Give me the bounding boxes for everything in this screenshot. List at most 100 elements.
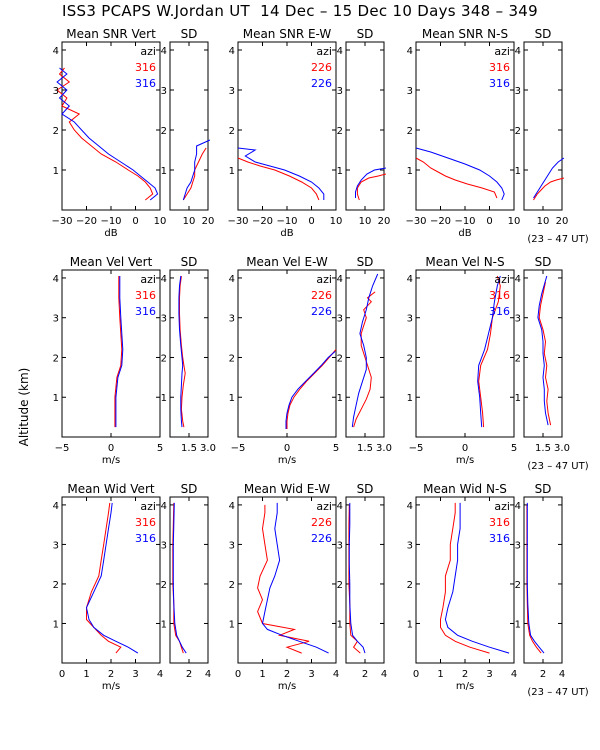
x-tick-label: 3 xyxy=(308,669,314,680)
y-tick-label: 2 xyxy=(337,580,343,591)
series-line-red xyxy=(179,275,186,428)
x-axis-label: m/s xyxy=(278,681,296,692)
legend-header: azi xyxy=(494,500,510,513)
y-tick-label: 2 xyxy=(337,353,343,364)
legend-header: azi xyxy=(316,45,332,58)
legend-entry-red: 316 xyxy=(135,289,156,302)
x-axis-label: m/s xyxy=(456,455,474,466)
x-tick-label: 1 xyxy=(259,669,265,680)
series-line-red xyxy=(182,147,207,201)
panel-3-6 xyxy=(523,496,563,664)
y-tick-label: 3 xyxy=(161,86,167,97)
panel-1-2 xyxy=(169,41,211,211)
figure-title: ISS3 PCAPS W.Jordan UT 14 Dec – 15 Dec 1… xyxy=(62,2,538,20)
panel-2-5 xyxy=(415,269,515,438)
y-tick-label: 4 xyxy=(53,46,59,57)
panel-2-1 xyxy=(61,269,161,438)
series-line-red xyxy=(257,504,310,654)
legend-header: azi xyxy=(140,273,156,286)
y-tick-label: 3 xyxy=(337,540,343,551)
x-axis-label: dB xyxy=(104,228,117,239)
series-line-red xyxy=(526,504,542,654)
y-tick-label: 4 xyxy=(53,274,59,285)
x-tick-label: 5 xyxy=(511,443,517,454)
x-tick-label: 3.0 xyxy=(554,443,570,454)
y-tick-label: 2 xyxy=(229,353,235,364)
x-tick-label: 4 xyxy=(157,669,163,680)
x-tick-label: 20 xyxy=(378,216,391,227)
x-tick-label: −20 xyxy=(76,216,97,227)
series-line-blue xyxy=(444,502,510,654)
series-line-blue xyxy=(182,139,211,201)
legend-entry-blue: 316 xyxy=(489,77,510,90)
x-axis-label: m/s xyxy=(278,455,296,466)
series-line-red xyxy=(237,157,320,201)
x-tick-label: 10 xyxy=(359,216,372,227)
x-tick-label: 0 xyxy=(235,669,241,680)
y-tick-label: 2 xyxy=(515,126,521,137)
y-tick-label: 3 xyxy=(53,314,59,325)
x-tick-label: 3.0 xyxy=(376,443,392,454)
legend-header: azi xyxy=(494,273,510,286)
y-tick-label: 1 xyxy=(515,393,521,404)
x-tick-label: 0 xyxy=(462,443,468,454)
y-tick-label: 1 xyxy=(161,619,167,630)
x-tick-label: −5 xyxy=(231,443,246,454)
x-tick-label: −5 xyxy=(55,443,70,454)
series-line-red xyxy=(286,349,337,429)
series-line-blue xyxy=(526,502,545,654)
x-tick-label: −30 xyxy=(51,216,72,227)
panel-3-1 xyxy=(61,496,161,664)
panel-1-3 xyxy=(237,41,337,211)
panel-3-2 xyxy=(169,496,209,664)
legend-entry-red: 226 xyxy=(311,516,332,529)
x-axis-label: dB xyxy=(280,228,293,239)
y-tick-label: 1 xyxy=(407,393,413,404)
legend-entry-blue: 316 xyxy=(135,77,156,90)
legend-entry-blue: 226 xyxy=(311,77,332,90)
panel-1-1 xyxy=(56,41,161,211)
series-line-blue xyxy=(533,157,565,199)
x-tick-label: 0 xyxy=(108,443,114,454)
series-line-red xyxy=(114,276,123,428)
y-tick-label: 4 xyxy=(161,46,167,57)
x-tick-label: −20 xyxy=(430,216,451,227)
legend-entry-red: 316 xyxy=(489,516,510,529)
x-tick-label: −20 xyxy=(252,216,273,227)
x-tick-label: 1.5 xyxy=(181,443,197,454)
y-tick-label: 4 xyxy=(515,46,521,57)
x-axis-label: dB xyxy=(458,228,471,239)
panel-2-4 xyxy=(345,269,385,438)
panel-2-2 xyxy=(169,269,209,438)
y-tick-label: 3 xyxy=(515,540,521,551)
panel-frame xyxy=(345,41,385,211)
panel-title: Mean Wid Vert xyxy=(67,482,154,496)
x-tick-label: 4 xyxy=(205,669,211,680)
time-range-note: (23 – 47 UT) xyxy=(527,234,588,245)
y-tick-label: 3 xyxy=(229,540,235,551)
legend-entry-blue: 316 xyxy=(489,305,510,318)
x-tick-label: 3 xyxy=(132,669,138,680)
y-tick-label: 4 xyxy=(515,501,521,512)
y-tick-label: 1 xyxy=(161,166,167,177)
panel-frame xyxy=(523,41,563,211)
y-tick-label: 3 xyxy=(53,540,59,551)
panel-title: Mean SNR E-W xyxy=(243,27,332,41)
y-tick-label: 3 xyxy=(337,314,343,325)
y-tick-label: 1 xyxy=(407,619,413,630)
series-line-red xyxy=(353,291,376,428)
x-tick-label: 0 xyxy=(284,443,290,454)
y-tick-label: 2 xyxy=(161,126,167,137)
legend-header: azi xyxy=(140,500,156,513)
y-tick-label: 4 xyxy=(407,501,413,512)
panel-title: SD xyxy=(181,255,198,269)
panel-title: Mean SNR N-S xyxy=(422,27,508,41)
y-tick-label: 3 xyxy=(337,86,343,97)
x-tick-label: −10 xyxy=(454,216,475,227)
panel-2-6 xyxy=(523,269,563,438)
x-tick-label: 3.0 xyxy=(200,443,216,454)
x-tick-label: 10 xyxy=(537,216,550,227)
y-tick-label: 2 xyxy=(229,580,235,591)
x-tick-label: 0 xyxy=(132,216,138,227)
x-tick-label: 1.5 xyxy=(357,443,373,454)
